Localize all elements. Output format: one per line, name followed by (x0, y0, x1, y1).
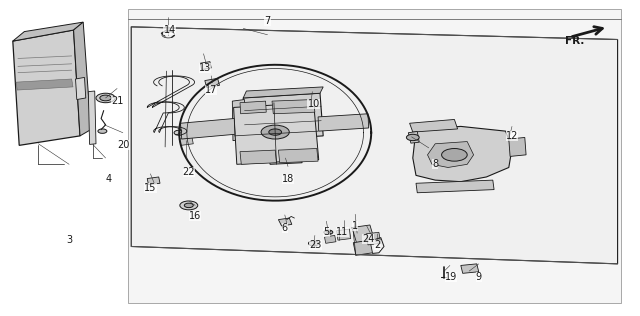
Circle shape (257, 111, 274, 119)
Circle shape (184, 203, 193, 208)
Text: 21: 21 (111, 96, 124, 106)
Text: 2: 2 (374, 240, 381, 250)
Text: 18: 18 (282, 173, 294, 184)
Polygon shape (240, 101, 266, 114)
Text: 14: 14 (163, 25, 176, 35)
Text: 19: 19 (445, 271, 458, 282)
Polygon shape (205, 78, 220, 88)
Circle shape (269, 129, 282, 135)
Polygon shape (243, 87, 323, 98)
Circle shape (98, 129, 107, 133)
Polygon shape (180, 118, 235, 139)
Circle shape (324, 230, 333, 234)
Circle shape (180, 201, 198, 210)
Polygon shape (200, 62, 211, 70)
Polygon shape (413, 126, 512, 182)
Polygon shape (147, 177, 160, 185)
Circle shape (174, 130, 184, 135)
Text: 23: 23 (309, 240, 322, 250)
Polygon shape (131, 27, 618, 264)
Polygon shape (324, 235, 336, 243)
Polygon shape (128, 9, 621, 303)
Polygon shape (366, 232, 381, 245)
Text: 15: 15 (144, 183, 157, 193)
Polygon shape (272, 100, 315, 114)
Text: 7: 7 (264, 15, 271, 26)
Text: 17: 17 (205, 85, 218, 95)
Polygon shape (352, 225, 374, 243)
Polygon shape (337, 229, 351, 240)
Text: 20: 20 (117, 140, 130, 150)
Polygon shape (428, 142, 474, 167)
Text: 9: 9 (476, 271, 482, 282)
Text: FR.: FR. (565, 36, 584, 46)
Text: 3: 3 (66, 235, 72, 245)
Text: 16: 16 (189, 211, 202, 222)
Polygon shape (234, 103, 319, 164)
Text: 5: 5 (323, 227, 330, 237)
Polygon shape (408, 131, 419, 143)
Polygon shape (232, 100, 245, 141)
Circle shape (100, 95, 111, 101)
Text: 10: 10 (307, 99, 320, 109)
Polygon shape (410, 119, 458, 132)
Polygon shape (74, 22, 91, 136)
Polygon shape (88, 91, 96, 144)
Polygon shape (461, 264, 479, 273)
Polygon shape (269, 153, 302, 164)
Polygon shape (509, 137, 526, 156)
Text: 6: 6 (282, 222, 288, 233)
Text: 13: 13 (198, 63, 211, 73)
Text: 22: 22 (182, 167, 195, 177)
Circle shape (406, 134, 419, 141)
Text: 11: 11 (336, 227, 349, 237)
Text: 1: 1 (352, 221, 358, 231)
Polygon shape (416, 180, 494, 193)
Polygon shape (76, 77, 86, 100)
Polygon shape (13, 22, 83, 41)
Polygon shape (240, 150, 276, 164)
Polygon shape (278, 218, 292, 226)
Circle shape (442, 149, 467, 161)
Circle shape (308, 241, 319, 246)
Circle shape (261, 125, 289, 139)
Text: 8: 8 (432, 159, 438, 169)
Polygon shape (243, 93, 323, 141)
Polygon shape (353, 240, 372, 255)
Polygon shape (179, 137, 193, 145)
Polygon shape (278, 149, 318, 163)
Polygon shape (318, 114, 369, 131)
Text: 24: 24 (362, 234, 374, 244)
Polygon shape (16, 79, 73, 90)
Text: 12: 12 (506, 131, 518, 141)
Text: 4: 4 (106, 173, 112, 184)
Circle shape (286, 109, 303, 117)
Polygon shape (13, 30, 80, 145)
Circle shape (96, 93, 115, 103)
